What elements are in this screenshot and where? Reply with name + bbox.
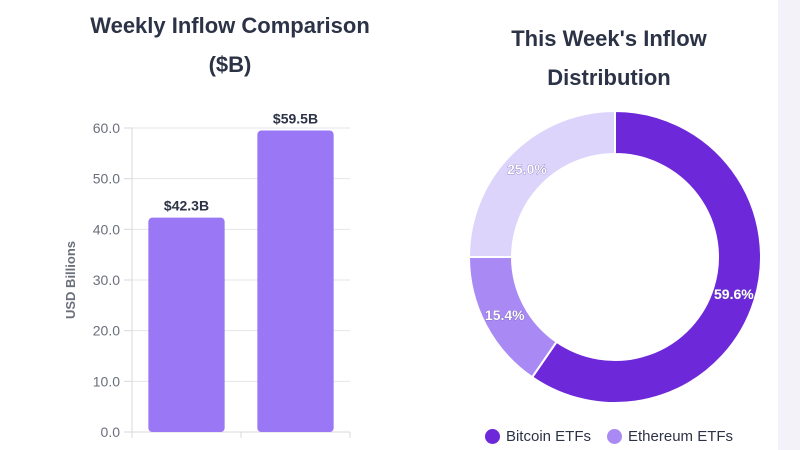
legend-item-ethereum[interactable]: Ethereum ETFs <box>607 428 733 445</box>
slice-data-label: 15.4% <box>485 307 525 323</box>
slice-data-label: 25.0% <box>507 161 547 177</box>
y-tick-label: 60.0 <box>93 120 120 136</box>
donut-slice <box>467 109 616 258</box>
bar-chart-title-line-2: ($B) <box>208 52 252 77</box>
y-tick-label: 50.0 <box>93 171 120 187</box>
y-tick-label: 30.0 <box>93 272 120 288</box>
donut-chart: 59.6% 15.4% 25.0% <box>467 109 762 404</box>
donut-chart-title-line-2: Distribution <box>547 65 671 90</box>
slice-data-label: 59.6% <box>714 286 754 302</box>
bar-data-label: $59.5B <box>273 111 318 127</box>
y-tick-label: 40.0 <box>93 221 120 237</box>
legend-label-bitcoin: Bitcoin ETFs <box>505 428 591 445</box>
y-tick-label: 10.0 <box>93 373 120 389</box>
bar-chart: 0.0 10.0 20.0 30.0 40.0 50.0 60.0 USD Billions $… <box>63 111 351 440</box>
y-tick-label: 0.0 <box>101 424 121 440</box>
bar-chart-card: Weekly Inflow Comparison ($B) 0.0 10.0 20.… <box>0 0 440 450</box>
bar-chart-title: Weekly Inflow Comparison ($B) <box>60 6 400 84</box>
donut-legend: Bitcoin ETFs Ethereum ETFs <box>440 428 778 445</box>
bar <box>148 217 225 432</box>
y-tick-label: 20.0 <box>93 323 120 339</box>
legend-swatch-bitcoin <box>484 429 500 444</box>
bar <box>257 130 334 433</box>
bar-data-label: $42.3B <box>164 198 209 214</box>
y-axis-label: USD Billions <box>63 241 78 319</box>
donut-slice <box>530 109 762 404</box>
donut-chart-card: This Week's Inflow Distribution 59.6% 15.… <box>440 0 778 450</box>
donut-chart-title-line-1: This Week's Inflow <box>511 26 707 51</box>
bar-chart-title-line-1: Weekly Inflow Comparison <box>90 13 370 38</box>
legend-item-bitcoin[interactable]: Bitcoin ETFs <box>484 428 591 445</box>
legend-label-ethereum: Ethereum ETFs <box>628 428 734 445</box>
legend-swatch-ethereum <box>607 429 622 444</box>
donut-chart-title: This Week's Inflow Distribution <box>440 19 778 97</box>
